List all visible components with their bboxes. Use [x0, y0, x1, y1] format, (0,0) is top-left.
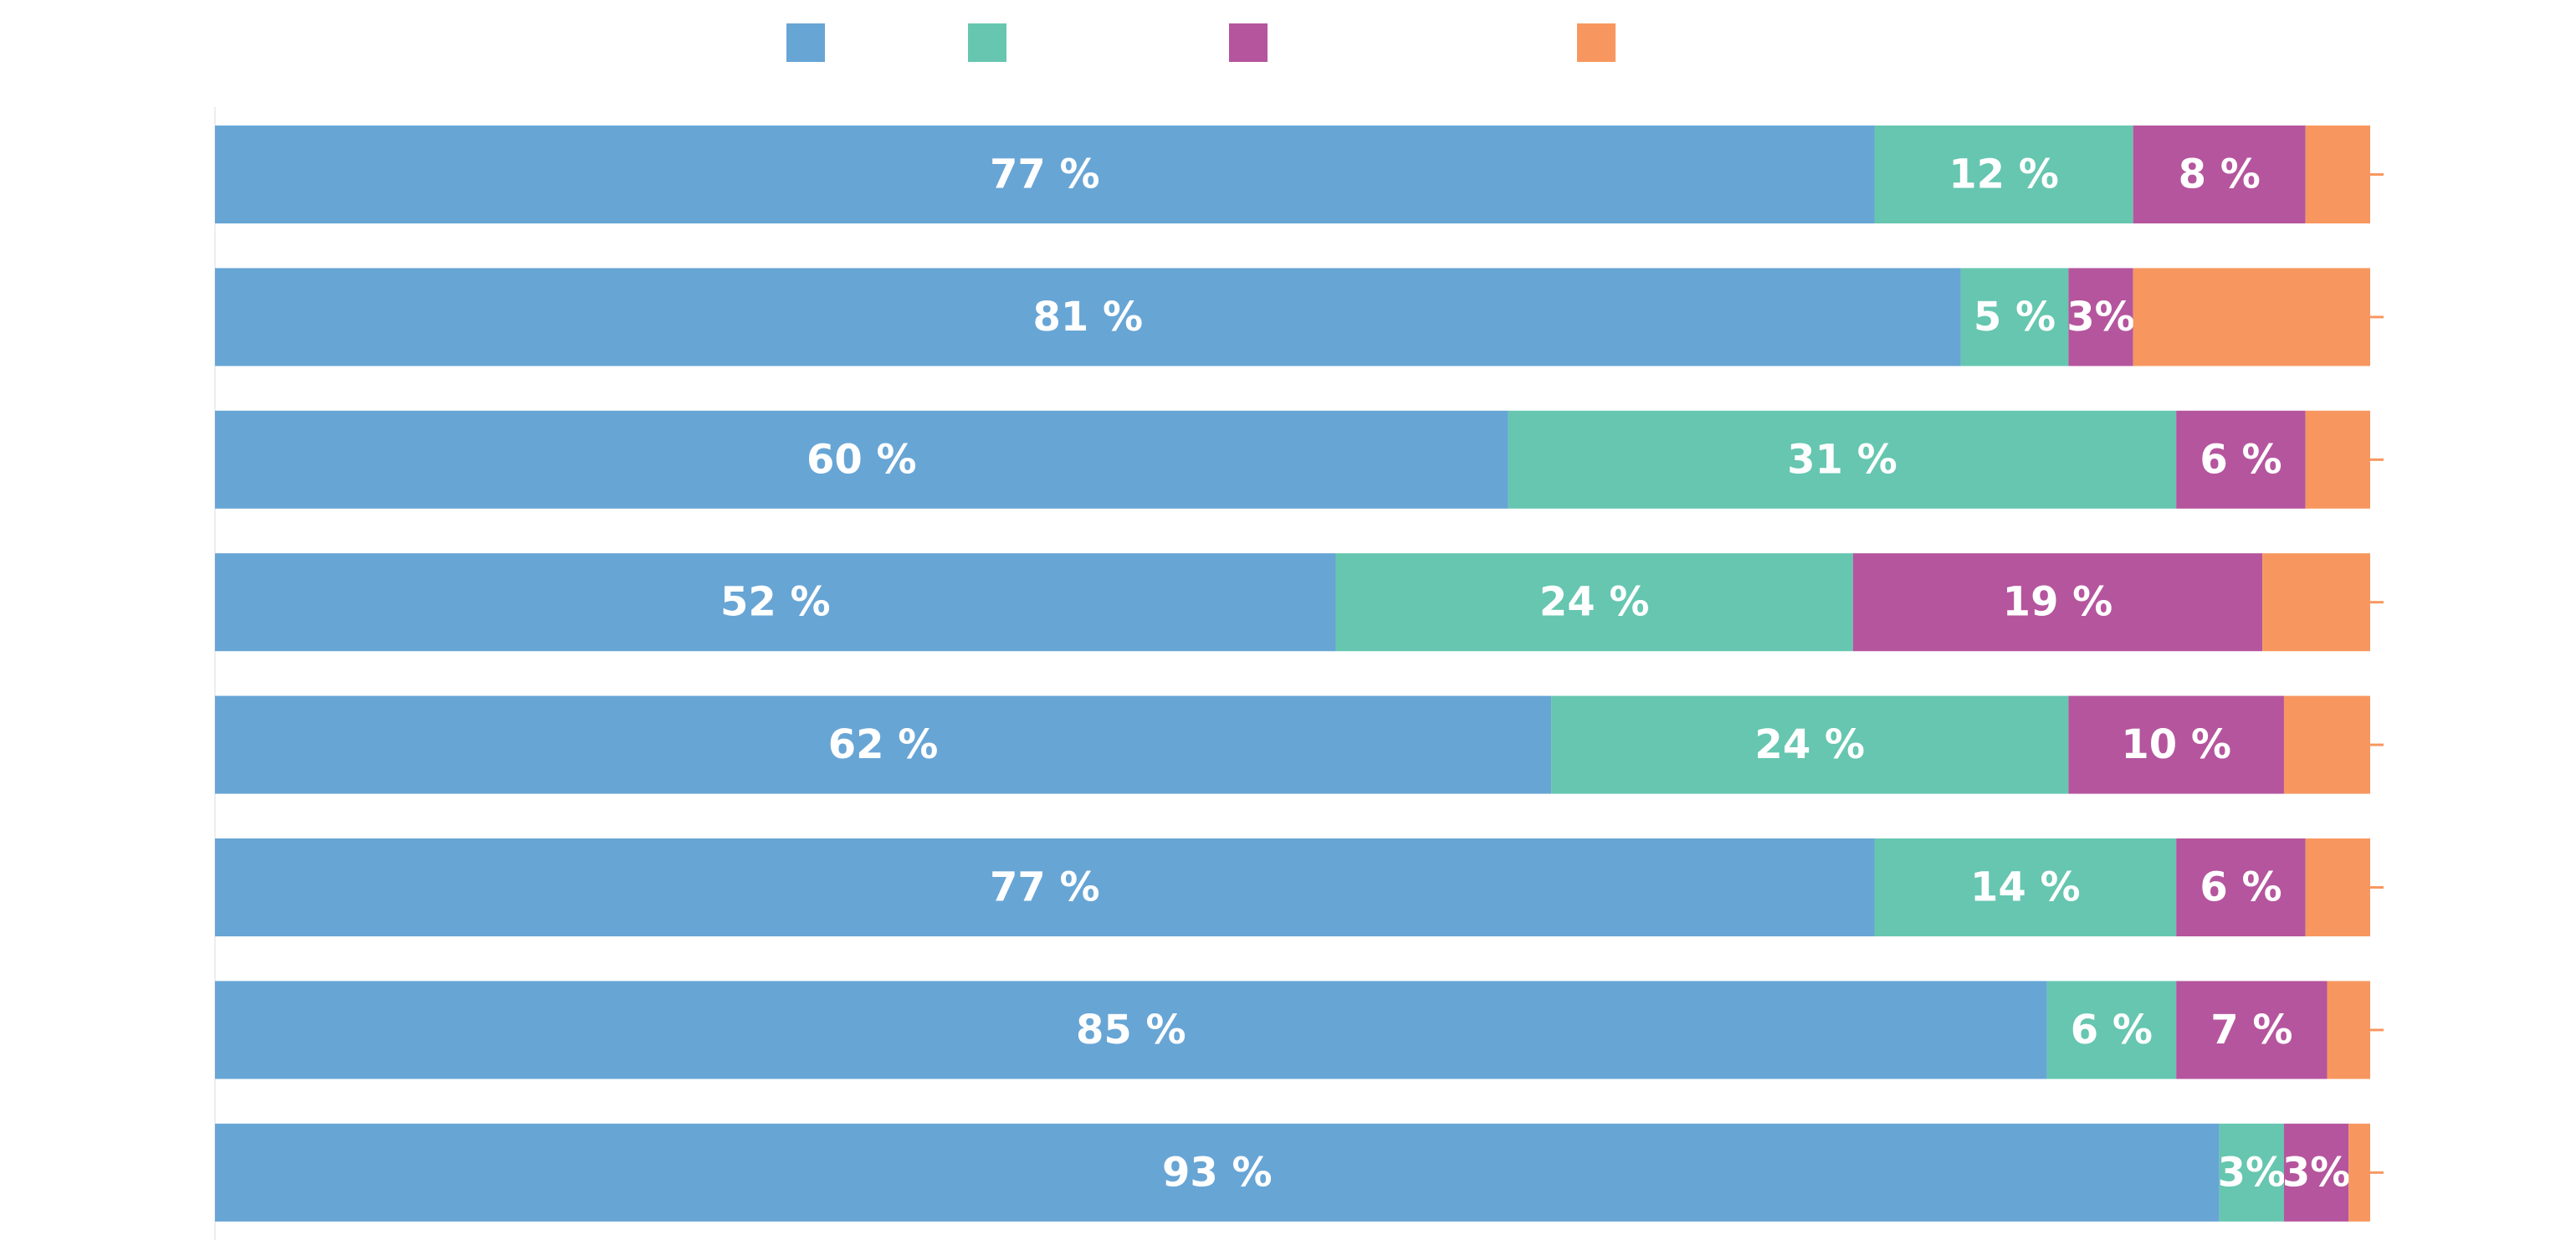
- data-label: 8 %: [2179, 151, 2261, 198]
- bar-segment: [2068, 268, 2133, 367]
- bar-segment: [1508, 410, 2177, 509]
- data-label: 93 %: [1162, 1149, 1273, 1196]
- data-label: 7 %: [2210, 1007, 2292, 1054]
- bar-segment: [215, 1123, 2220, 1222]
- bar-segment: [215, 695, 1552, 794]
- bar-segment: [2133, 268, 2370, 367]
- legend-swatch: [786, 23, 825, 62]
- bar-segment: [1335, 553, 1853, 652]
- data-label: 81 %: [1032, 294, 1143, 341]
- data-label: 77 %: [990, 864, 1100, 911]
- data-label: 3%: [2066, 294, 2135, 341]
- bar-segment: [2133, 126, 2306, 223]
- bar-segment: [2327, 981, 2370, 1079]
- data-label: 52 %: [720, 579, 831, 626]
- bar-segment: [2348, 1123, 2370, 1222]
- bar-segment: [215, 410, 1508, 509]
- legend-swatch: [968, 23, 1006, 62]
- legend-swatch: [1229, 23, 1268, 62]
- data-label: 6 %: [2200, 864, 2282, 911]
- bar-segment: [215, 268, 1961, 367]
- data-label: 77 %: [990, 151, 1100, 198]
- bar-segment: [2046, 981, 2177, 1079]
- bar-segment: [215, 126, 1875, 223]
- data-label: 6 %: [2071, 1007, 2153, 1054]
- bar-segment: [215, 838, 1875, 936]
- bar-segment: [1874, 838, 2177, 936]
- data-label: 24 %: [1754, 721, 1865, 768]
- data-label: 60 %: [807, 436, 917, 483]
- data-label: 85 %: [1076, 1007, 1186, 1054]
- bar-segment: [2305, 126, 2370, 223]
- data-label: 3%: [2218, 1149, 2287, 1196]
- bar-segment: [2305, 410, 2370, 509]
- data-label: 19 %: [2003, 579, 2113, 626]
- bar-segment: [1852, 553, 2263, 652]
- bar-segment: [2176, 838, 2306, 936]
- bar-segment: [1551, 695, 2069, 794]
- bar-segment: [1874, 126, 2133, 223]
- bar-segment: [2176, 981, 2328, 1079]
- data-label: 5 %: [1974, 294, 2056, 341]
- data-label: 31 %: [1787, 436, 1897, 483]
- data-label: 12 %: [1949, 151, 2059, 198]
- bar-segment: [2219, 1123, 2284, 1222]
- bar-segment: [2305, 838, 2370, 936]
- data-label: 14 %: [1970, 864, 2081, 911]
- bar-segment: [2262, 553, 2370, 652]
- data-label: 6 %: [2200, 436, 2282, 483]
- bar-segment: [2068, 695, 2284, 794]
- data-label: 62 %: [828, 721, 939, 768]
- bar-segment: [2283, 1123, 2349, 1222]
- data-label: 24 %: [1539, 579, 1650, 626]
- bar-segment: [215, 553, 1336, 652]
- bar-segment: [215, 981, 2047, 1079]
- data-label: 10 %: [2121, 721, 2231, 768]
- bar-segment: [1960, 268, 2069, 367]
- bar-segment: [2176, 410, 2306, 509]
- legend-swatch: [1577, 23, 1616, 62]
- data-label: 3%: [2282, 1149, 2351, 1196]
- bar-segment: [2283, 695, 2370, 794]
